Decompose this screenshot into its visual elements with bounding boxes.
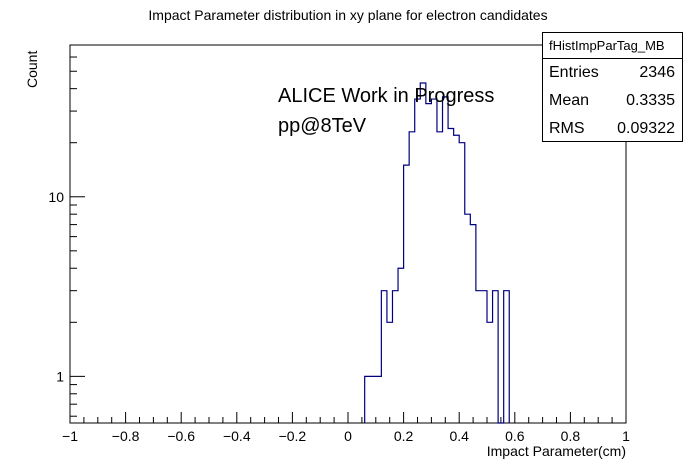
x-tick-label: 0.8: [561, 428, 581, 444]
y-axis-label: Count: [24, 50, 40, 88]
stats-histogram-name: fHistImpParTag_MB: [543, 33, 682, 59]
x-tick-label: 1: [622, 428, 630, 444]
chart-title: Impact Parameter distribution in xy plan…: [148, 7, 548, 23]
x-tick-label: −1: [62, 428, 78, 444]
stats-entries-value: 2346: [639, 64, 675, 81]
x-tick-label: 0: [344, 428, 352, 444]
y-axis-ticks: 1 10: [48, 44, 85, 417]
y-tick-label: 1: [56, 368, 64, 384]
stats-rms-value: 0.09322: [617, 120, 675, 137]
x-tick-label: −0.6: [167, 428, 195, 444]
x-tick-label: −0.8: [112, 428, 140, 444]
x-tick-label: 0.6: [505, 428, 525, 444]
stats-row-entries: Entries 2346: [543, 59, 682, 87]
x-tick-label: 0.2: [394, 428, 414, 444]
y-tick-label: 10: [48, 189, 64, 205]
annotation-alice: ALICE Work in Progress: [278, 85, 495, 107]
x-axis-label: Impact Parameter(cm): [486, 443, 626, 459]
x-tick-label: −0.4: [223, 428, 251, 444]
stats-mean-value: 0.3335: [626, 92, 675, 109]
stats-mean-label: Mean: [549, 92, 590, 109]
histogram-series: [364, 82, 510, 424]
x-tick-label: −0.2: [279, 428, 307, 444]
annotation-energy: pp@8TeV: [278, 115, 367, 137]
stats-entries-label: Entries: [549, 64, 599, 81]
stats-row-rms: RMS 0.09322: [543, 115, 682, 143]
x-tick-label: 0.4: [449, 428, 469, 444]
x-axis-ticks: −1 −0.8 −0.6 −0.4 −0.2 0 0.2 0.4 0.6 0.8 1: [62, 412, 630, 444]
stats-row-mean: Mean 0.3335: [543, 87, 682, 115]
stats-rms-label: RMS: [549, 120, 585, 137]
stats-box: fHistImpParTag_MB Entries 2346 Mean 0.33…: [542, 32, 683, 142]
